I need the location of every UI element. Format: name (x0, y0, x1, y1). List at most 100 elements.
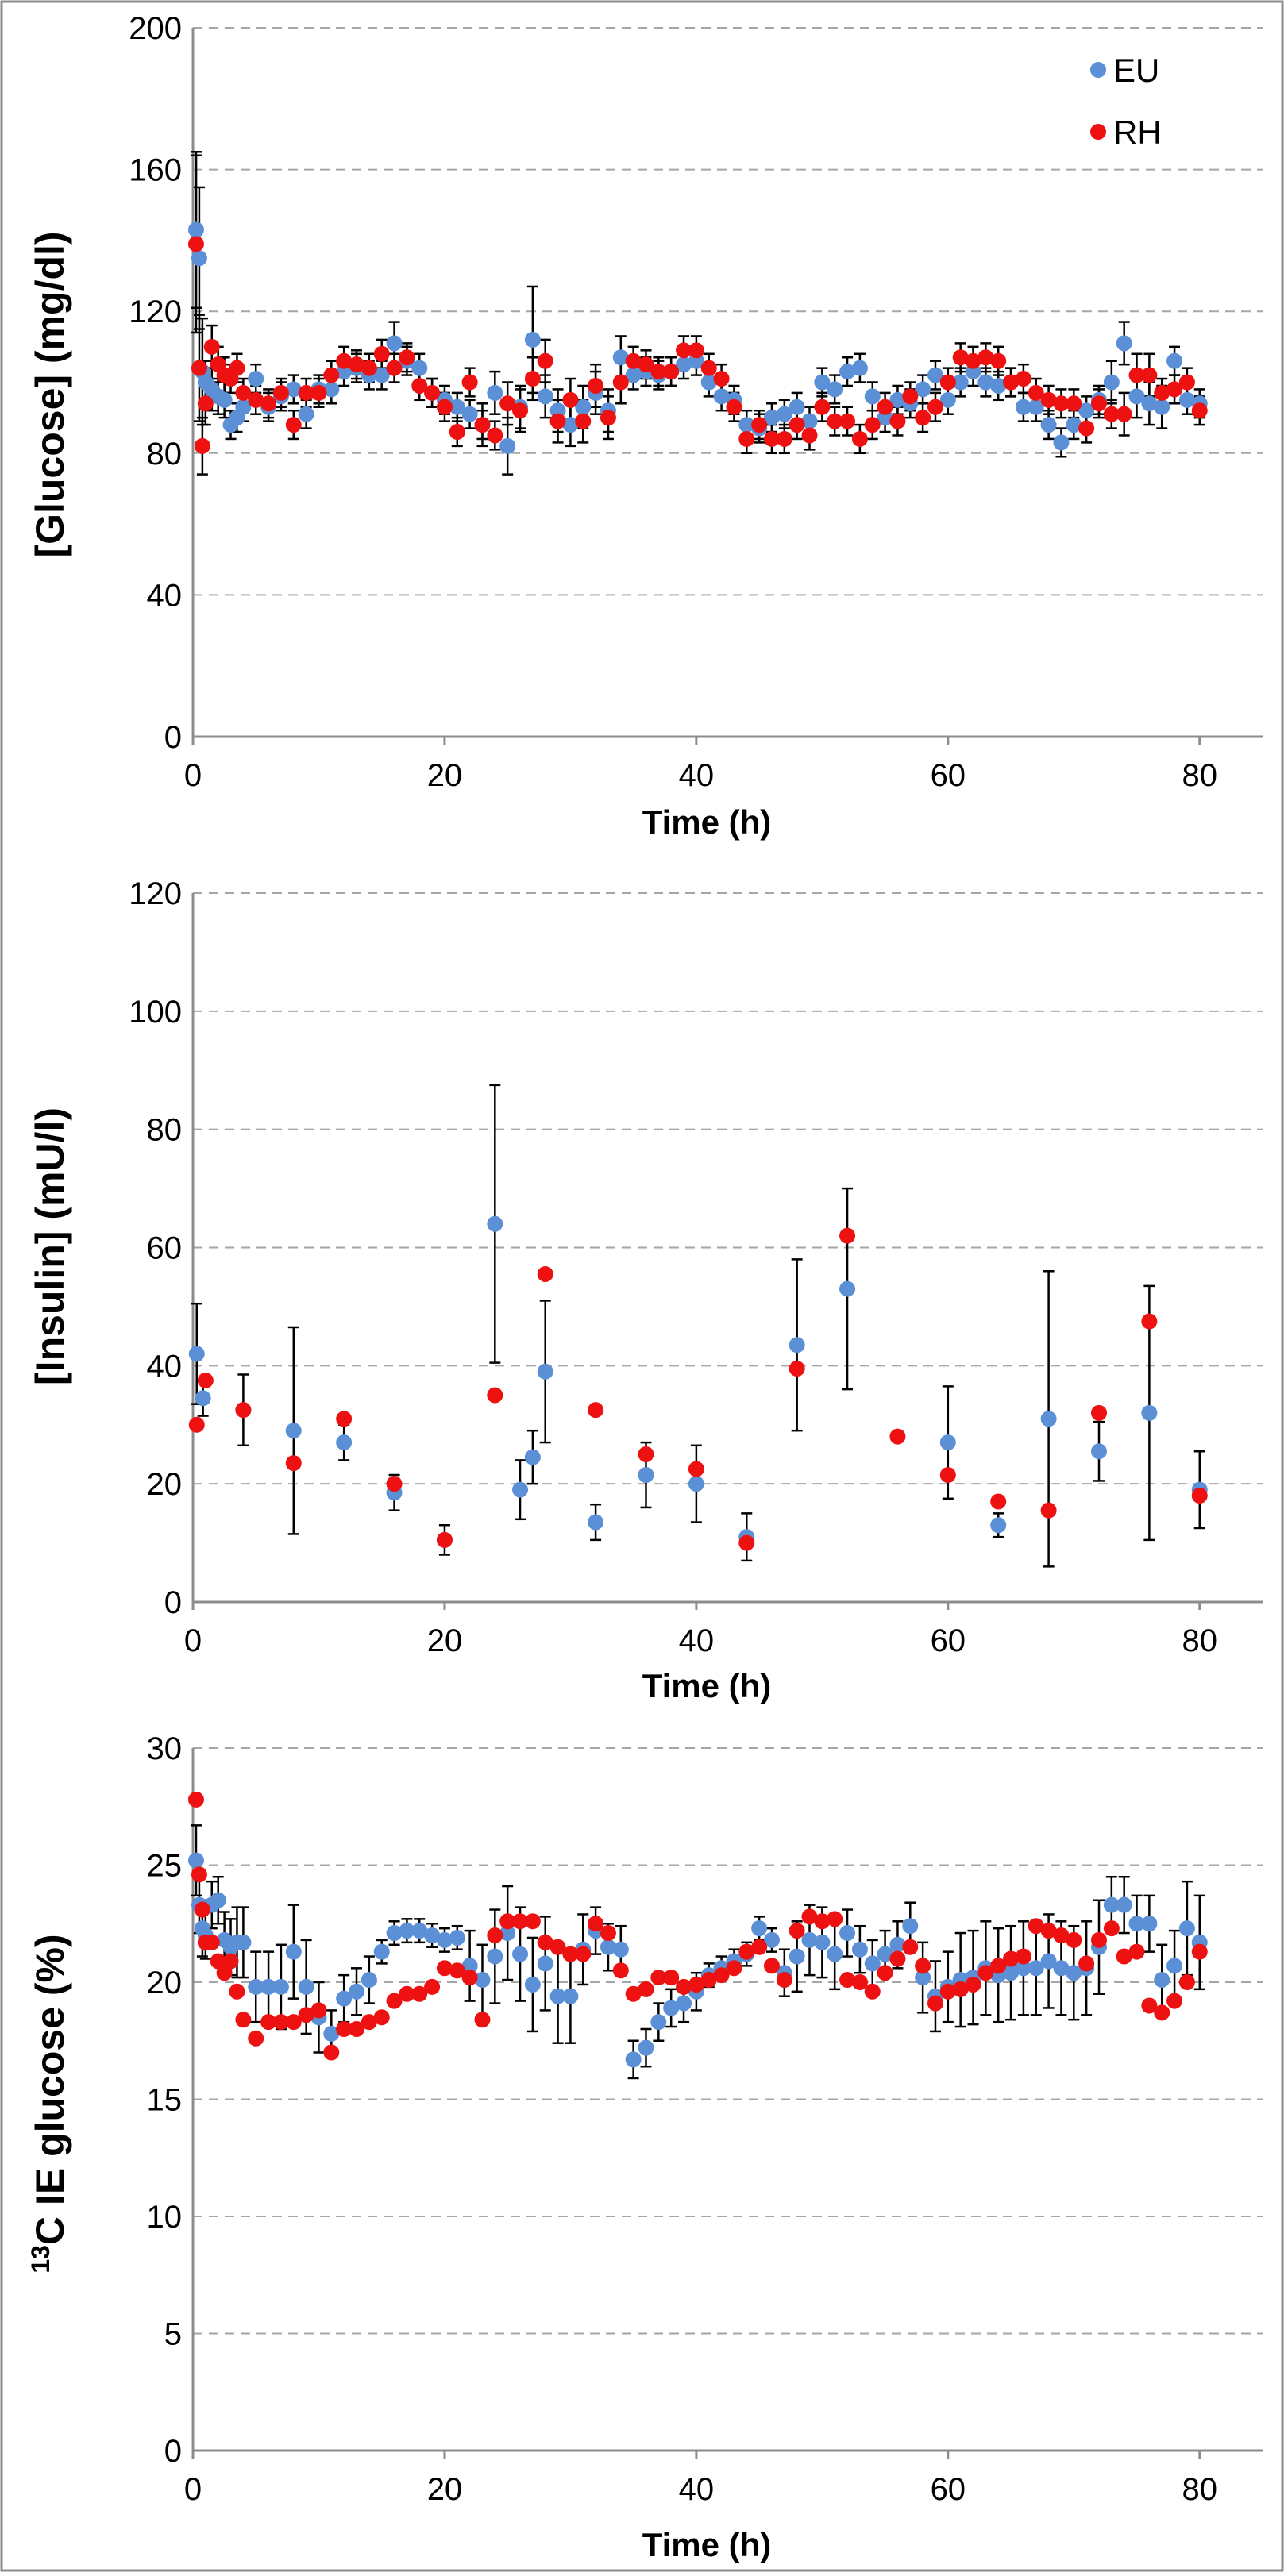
c13-rh-point (285, 2014, 302, 2031)
c13-rh-point (1003, 1950, 1020, 1967)
glucose-eu-point (827, 381, 843, 398)
glucose-rh-point (827, 413, 843, 429)
c13-rh-point (461, 1970, 478, 1986)
c13-rh-point (537, 1934, 553, 1950)
insulin-y-tick-label: 60 (147, 1231, 183, 1266)
glucose-rh-point (1116, 406, 1132, 422)
insulin-y-tick-label: 0 (164, 1585, 182, 1620)
c13-rh-point (210, 1953, 226, 1970)
c13-eu-point (864, 1955, 881, 1972)
glucose-rh-point (965, 352, 981, 369)
glucose-eu-point (990, 377, 1007, 394)
c13-rh-point (1015, 1948, 1031, 1965)
c13-rh-point (310, 2002, 327, 2019)
c13-rh-point (499, 1913, 516, 1930)
c13-rh-point (1053, 1927, 1070, 1943)
legend-rh-marker (1090, 124, 1106, 140)
glucose-x-tick-label: 60 (931, 758, 966, 793)
c13-rh-point (939, 1983, 956, 2000)
insulin-eu-point (285, 1423, 302, 1439)
c13-rh-point (990, 1958, 1007, 1974)
c13-rh-point (487, 1927, 503, 1943)
glucose-rh-point (361, 360, 377, 376)
c13-eu-point (248, 1978, 264, 1995)
c13-rh-point (1066, 1931, 1082, 1948)
glucose-rh-point (229, 360, 245, 376)
insulin-eu-point (537, 1363, 553, 1380)
glucose-rh-point (1154, 384, 1170, 401)
glucose-eu-point (915, 381, 931, 398)
glucose-rh-point (927, 399, 943, 415)
glucose-eu-point (952, 374, 969, 391)
glucose-rh-point (203, 338, 220, 355)
c13-eu-point (235, 1934, 252, 1950)
c13-y-axis-label-superscript: 13 (26, 2245, 55, 2274)
glucose-rh-point (260, 395, 277, 412)
glucose-rh-point (436, 399, 453, 415)
c13-eu-point (1178, 1920, 1195, 1937)
legend-rh-label: RH (1113, 114, 1162, 151)
insulin-rh-point (738, 1534, 755, 1551)
c13-eu-point (1141, 1916, 1158, 1932)
glucose-rh-point (1078, 420, 1095, 437)
c13-eu-point (801, 1931, 818, 1948)
glucose-eu-point (411, 360, 428, 376)
glucose-rh-point (915, 410, 931, 426)
glucose-eu-point (1028, 399, 1044, 415)
glucose-y-tick-label: 40 (147, 578, 183, 613)
insulin-y-tick-label: 80 (147, 1113, 183, 1148)
glucose-rh-point (713, 371, 730, 387)
insulin-eu-point (839, 1280, 856, 1297)
glucose-rh-point (1178, 374, 1195, 391)
c13-eu-point (789, 1948, 805, 1965)
c13-rh-point (851, 1974, 868, 1990)
insulin-eu-point (990, 1517, 1007, 1534)
glucose-rh-point (676, 342, 692, 359)
insulin-y-tick-label: 20 (147, 1467, 183, 1502)
glucose-x-tick-label: 80 (1182, 758, 1218, 793)
glucose-rh-point (1191, 402, 1208, 419)
c13-rh-point (965, 1976, 981, 1993)
c13-y-tick-label: 5 (164, 2317, 182, 2352)
c13-eu-point (260, 1978, 277, 1995)
glucose-rh-point (386, 360, 403, 376)
glucose-eu-point (814, 374, 831, 391)
glucose-eu-point (713, 388, 730, 405)
c13-eu-point (474, 1972, 491, 1989)
c13-rh-point (373, 2009, 390, 2026)
insulin-rh-point (1141, 1313, 1158, 1330)
c13-rh-point (187, 1791, 204, 1808)
glucose-rh-point (839, 413, 856, 429)
glucose-rh-point (191, 360, 207, 376)
c13-rh-point (191, 1866, 207, 1883)
glucose-x-axis-label: Time (h) (642, 803, 772, 841)
insulin-eu-point (939, 1434, 956, 1451)
insulin-eu-point (524, 1449, 541, 1465)
glucose-eu-point (1128, 388, 1145, 405)
c13-rh-point (336, 2021, 353, 2037)
insulin-rh-point (638, 1446, 654, 1462)
c13-x-tick-label: 60 (931, 2472, 966, 2507)
c13-eu-point (814, 1934, 831, 1950)
glucose-eu-point (700, 374, 717, 391)
glucose-rh-point (952, 349, 969, 366)
c13-eu-point (461, 1958, 478, 1974)
c13-eu-point (1040, 1953, 1057, 1970)
glucose-x-tick-label: 20 (427, 758, 463, 793)
c13-rh-point (801, 1908, 818, 1925)
c13-rh-point (864, 1983, 881, 2000)
glucose-eu-point (612, 349, 629, 366)
insulin-rh-point (487, 1387, 503, 1404)
insulin-rh-point (285, 1455, 302, 1472)
c13-rh-point (272, 2014, 289, 2031)
glucose-rh-point (939, 374, 956, 391)
glucose-rh-point (194, 437, 210, 454)
glucose-rh-point (612, 374, 629, 391)
c13-eu-point (1103, 1896, 1120, 1913)
insulin-rh-point (336, 1411, 353, 1427)
c13-eu-point (902, 1918, 919, 1935)
glucose-eu-point (789, 399, 805, 415)
insulin-rh-point (939, 1467, 956, 1484)
insulin-rh-point (688, 1461, 704, 1477)
c13-eu-point (537, 1955, 553, 1972)
